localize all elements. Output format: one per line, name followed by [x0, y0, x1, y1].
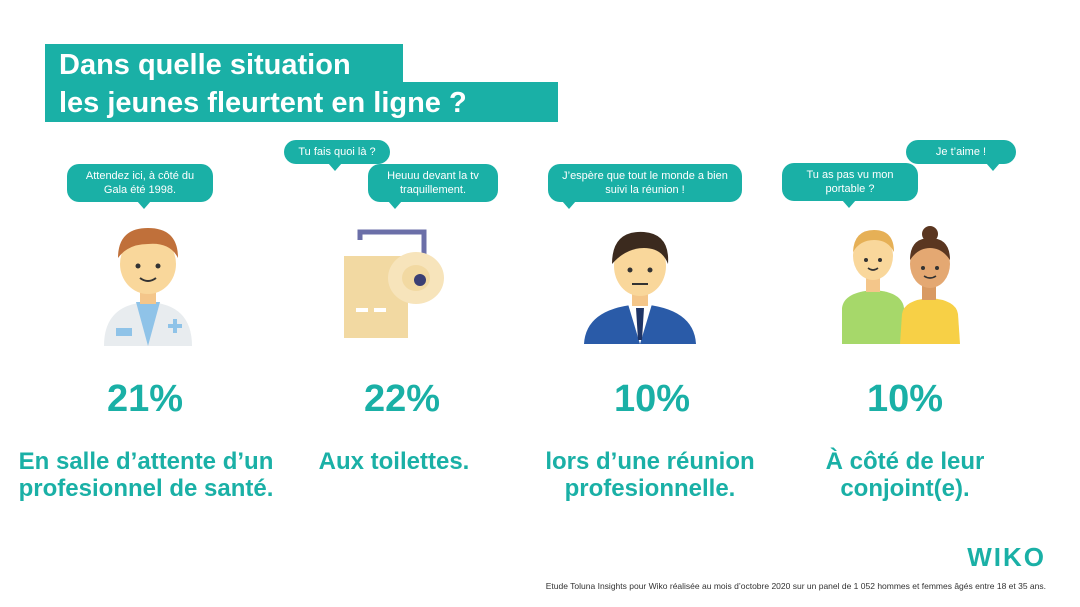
- speech-bubble-text: Je t’aime !: [935, 146, 987, 158]
- title-band-line1: Dans quelle situation: [45, 44, 403, 84]
- stat-percent: 10%: [613, 378, 691, 420]
- page-title-line2: les jeunes fleurtent en ligne ?: [59, 87, 467, 119]
- speech-bubble-text: Attendez ici, à côté du Gala été 1998.: [85, 170, 195, 196]
- stat-percent: 22%: [363, 378, 441, 420]
- stat-caption: En salle d’attente d’un profesionnel de …: [18, 448, 274, 502]
- speech-bubble: Tu fais quoi là ?: [284, 140, 390, 171]
- speech-bubble-text: Tu fais quoi là ?: [298, 146, 376, 158]
- speech-bubble: Je t’aime !: [906, 140, 1016, 171]
- speech-bubble-text: J’espère que tout le monde a bien suivi …: [562, 170, 728, 196]
- stat-percent: 10%: [866, 378, 944, 420]
- title-band-line2: les jeunes fleurtent en ligne ?: [45, 82, 558, 122]
- speech-bubble: Tu as pas vu mon portable ?: [782, 163, 918, 208]
- brand-logo: WIKO: [967, 542, 1046, 572]
- stat-caption: À côté de leur conjoint(e).: [825, 448, 985, 502]
- businessman-icon: [584, 231, 696, 344]
- stat-caption: lors d’une réunion profesionnelle.: [545, 448, 755, 502]
- speech-bubble: J’espère que tout le monde a bien suivi …: [548, 164, 742, 209]
- stat-percent: 21%: [106, 378, 184, 420]
- speech-bubble-text: Heuuu devant la tv traquillement.: [387, 170, 479, 196]
- couple-icon: [842, 226, 960, 344]
- source-footnote: Etude Toluna Insights pour Wiko réalisée…: [545, 581, 1046, 591]
- toilet-paper-icon: [344, 229, 444, 338]
- speech-bubble-text: Tu as pas vu mon portable ?: [806, 169, 894, 195]
- stat-caption: Aux toilettes.: [318, 448, 470, 475]
- speech-bubble: Attendez ici, à côté du Gala été 1998.: [67, 164, 213, 209]
- page-title-line1: Dans quelle situation: [59, 49, 351, 81]
- speech-bubble: Heuuu devant la tv traquillement.: [368, 164, 498, 209]
- doctor-icon: [104, 228, 192, 346]
